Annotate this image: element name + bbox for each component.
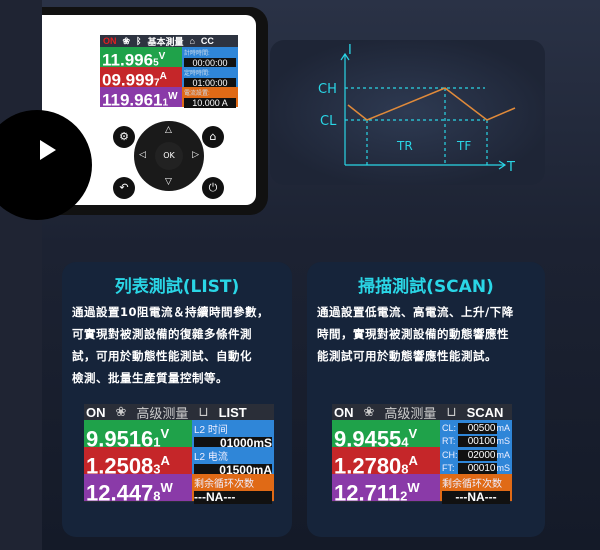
right-arrow-icon[interactable]: ▷: [192, 150, 199, 160]
brand-logo: [0, 110, 92, 220]
cl-label: CL: [320, 114, 337, 129]
dpad[interactable]: △ ▽ ◁ ▷ OK: [134, 121, 204, 191]
x-axis-label: T: [506, 160, 515, 175]
voltage-readout: 11.9965V: [100, 47, 182, 70]
left-arrow-icon[interactable]: ◁: [139, 150, 146, 160]
card-title: 列表測試(LIST): [114, 277, 240, 297]
up-arrow-icon[interactable]: △: [165, 125, 172, 135]
ok-button[interactable]: OK: [155, 142, 183, 170]
guide-lines: [345, 87, 488, 165]
mode-label: 基本測量: [147, 36, 184, 47]
lock-icon: ⌂: [189, 36, 195, 46]
status-label: ON: [103, 36, 117, 46]
device-panel: ON ❀ ᛒ 基本測量 ⌂ CC 11.9965V 計時時間: 00:00:00 09.999…: [0, 7, 268, 220]
tr-label: TR: [396, 139, 413, 153]
ch-label: CH: [318, 82, 337, 97]
current-waveform: [347, 87, 516, 121]
current-readout: 09.9997A: [100, 67, 182, 90]
fan-icon: ❀: [115, 404, 127, 419]
back-button[interactable]: ↶: [113, 177, 135, 199]
power-button[interactable]: ⏻: [202, 177, 224, 199]
y-axis-arrow: [340, 52, 350, 61]
background-strip: [0, 0, 42, 550]
current-set-box: 電流設置: 10.000 A: [182, 87, 238, 108]
card-title: 掃描測試(SCAN): [358, 277, 494, 297]
fan-icon: ❀: [122, 35, 131, 46]
home-button[interactable]: ⌂: [202, 126, 224, 148]
power-readout: 119.9611W: [100, 87, 182, 110]
scan-screen: ON ❀ 高级测量 ⊔ SCAN 9.94554V CL: 00500 mA RT: 0010…: [332, 404, 512, 506]
fan-icon: ❀: [363, 404, 375, 419]
type-label: CC: [200, 36, 214, 46]
y-axis-label: I: [348, 43, 352, 58]
down-arrow-icon[interactable]: ▽: [165, 177, 172, 187]
x-axis-arrow: [498, 160, 507, 170]
device-lcd: ON ❀ ᛒ 基本測量 ⌂ CC 11.9965V 計時時間: 00:00:00 09.999…: [100, 35, 238, 110]
card-description: 通過設置低電流、高電流、上升/下降 時間，實現對被測設備的動態響應性 能測試可用於動…: [317, 305, 514, 363]
unlock-icon: ⊔: [198, 404, 209, 419]
card-description: 通過設置10阻電流＆持續時間參數， 可實現對被測設備的復雜多條件測 試，可用於動態性…: [72, 305, 270, 385]
bluetooth-icon: ᛒ: [136, 36, 142, 46]
tf-label: TF: [456, 139, 471, 153]
settings-button[interactable]: ⚙: [113, 126, 135, 148]
countdown-box: 定時時間: 01:00:00: [182, 67, 238, 88]
list-test-card: 列表測試(LIST) 通過設置10阻電流＆持續時間參數， 可實現對被測設備的復雜多…: [62, 262, 292, 537]
waveform-diagram: I T CH CL TR TF: [270, 40, 545, 185]
list-screen: ON ❀ 高级测量 ⊔ LIST 9.95161V L2 时间 01000mS 1.2508…: [84, 404, 274, 506]
unlock-icon: ⊔: [446, 404, 457, 419]
scan-test-card: 掃描測試(SCAN) 通過設置低電流、高電流、上升/下降 時間，實現對被測設備的動…: [307, 262, 545, 537]
timer-box: 計時時間: 00:00:00: [182, 47, 238, 68]
